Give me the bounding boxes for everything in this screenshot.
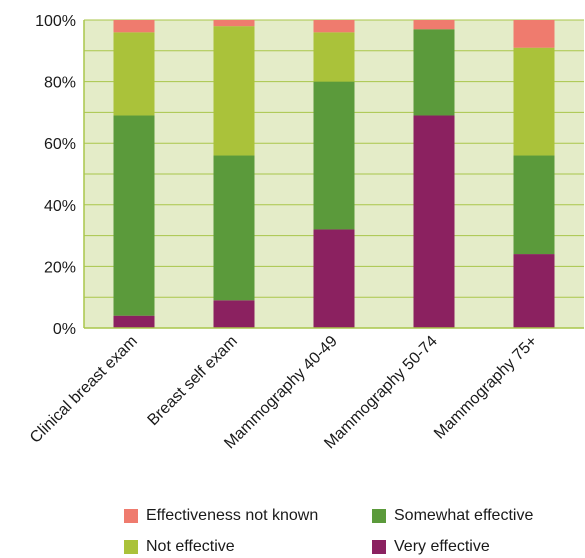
category-labels: Clinical breast exam Breast self examMamm…: [27, 333, 541, 453]
bar-segment-not-effective: [113, 32, 155, 116]
category-label: Breast self exam: [145, 333, 241, 429]
bar-segment-somewhat-effective: [113, 115, 155, 316]
bar-segment-effectiveness-not-known: [513, 20, 555, 48]
bar-segment-effectiveness-not-known: [413, 20, 455, 30]
bar-segment-effectiveness-not-known: [313, 20, 355, 33]
y-tick-label: 60%: [44, 136, 76, 153]
legend-swatch: [372, 539, 386, 554]
legend-swatch: [124, 508, 138, 523]
legend-label: Effectiveness not known: [146, 506, 319, 524]
y-tick-labels: 0% 20% 40% 60% 80% 100%: [35, 13, 76, 338]
legend: Effectiveness not known Somewhat effectiv…: [124, 504, 564, 558]
legend-item: Somewhat effective: [372, 504, 564, 527]
legend-item: Not effective: [124, 535, 372, 558]
category-label: Clinical breast exam: [27, 333, 141, 447]
legend-label: Somewhat effective: [394, 506, 534, 524]
bar-segment-effectiveness-not-known: [113, 20, 155, 33]
bar-segment-very-effective: [313, 229, 355, 328]
category-label: Mammography 40-49: [221, 333, 341, 453]
bar-segment-very-effective: [413, 115, 455, 328]
bar-segment-very-effective: [213, 300, 255, 328]
bar-segment-somewhat-effective: [513, 155, 555, 255]
y-tick-label: 80%: [44, 75, 76, 92]
bar-segment-somewhat-effective: [213, 155, 255, 301]
legend-swatch: [124, 539, 138, 554]
bar-segment-not-effective: [213, 26, 255, 156]
category-label: Mammography 75+: [431, 333, 541, 443]
legend-item: Very effective: [372, 535, 564, 558]
bar-segment-not-effective: [513, 47, 555, 156]
bar-segment-somewhat-effective: [413, 29, 455, 116]
y-tick-label: 20%: [44, 259, 76, 276]
y-tick-label: 0%: [53, 321, 76, 338]
stacked-bar-chart: 0% 20% 40% 60% 80% 100% Clinical breast exam B…: [27, 13, 584, 453]
legend-item: Effectiveness not known: [124, 504, 372, 527]
bar-segment-not-effective: [313, 32, 355, 82]
bar-segment-very-effective: [513, 254, 555, 328]
bar-segment-effectiveness-not-known: [213, 20, 255, 27]
legend-swatch: [372, 508, 386, 523]
y-tick-label: 40%: [44, 198, 76, 215]
legend-label: Very effective: [394, 537, 490, 555]
category-label: Mammography 50-74: [321, 333, 441, 453]
y-tick-label: 100%: [35, 13, 76, 30]
bar-segment-very-effective: [113, 315, 155, 328]
legend-label: Not effective: [146, 537, 235, 555]
bars: [113, 20, 555, 328]
bar-segment-somewhat-effective: [313, 81, 355, 230]
